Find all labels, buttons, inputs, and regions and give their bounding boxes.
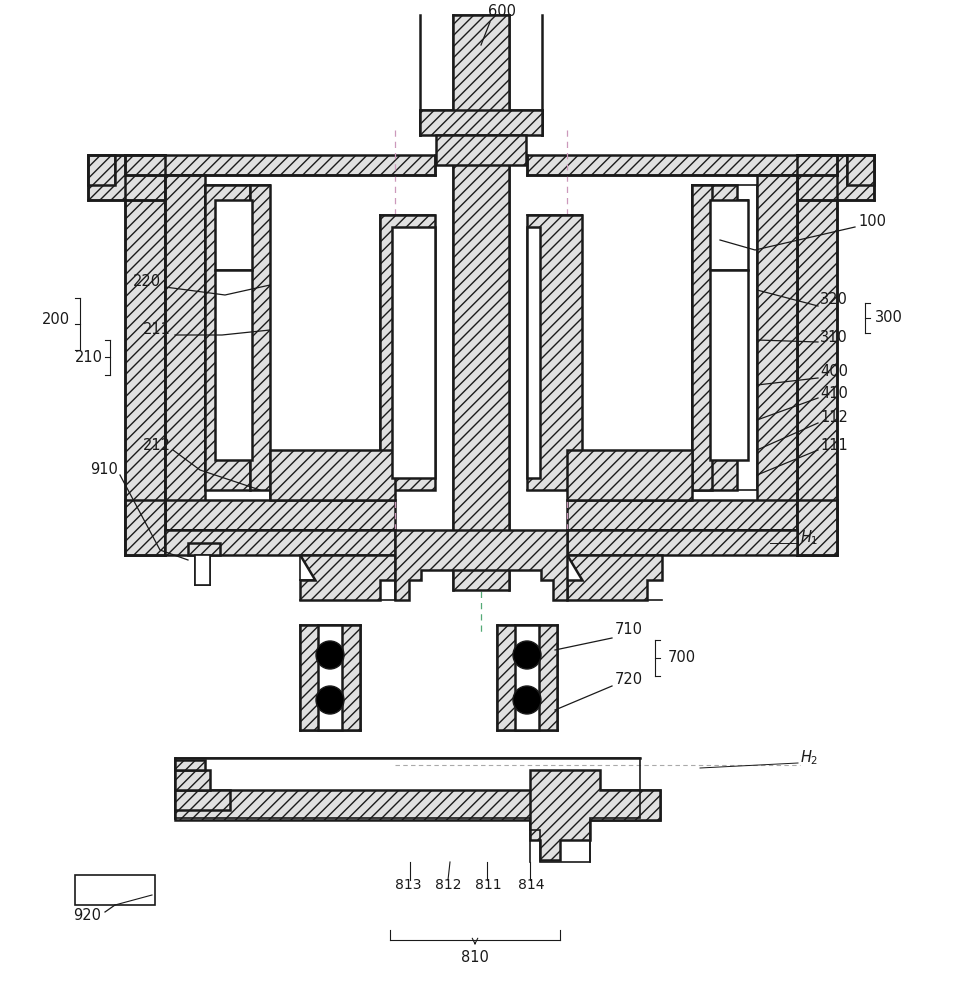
Text: $H_2$: $H_2$	[800, 749, 818, 767]
Polygon shape	[691, 185, 736, 490]
Text: 112: 112	[819, 410, 847, 426]
Circle shape	[512, 641, 540, 669]
Polygon shape	[846, 155, 874, 185]
Text: 410: 410	[819, 385, 847, 400]
Polygon shape	[709, 270, 748, 460]
Text: 600: 600	[487, 4, 515, 19]
Polygon shape	[391, 227, 434, 478]
Text: 700: 700	[667, 650, 696, 666]
Text: 200: 200	[42, 312, 70, 328]
Text: 111: 111	[819, 438, 847, 452]
Polygon shape	[435, 135, 526, 165]
Text: 811: 811	[475, 878, 501, 892]
Polygon shape	[205, 185, 250, 490]
Text: 400: 400	[819, 364, 847, 379]
Polygon shape	[87, 155, 115, 185]
Text: 710: 710	[614, 622, 642, 638]
Polygon shape	[214, 270, 252, 460]
Polygon shape	[453, 15, 508, 590]
Polygon shape	[125, 155, 434, 175]
Text: 220: 220	[133, 274, 160, 290]
Polygon shape	[250, 185, 270, 490]
Polygon shape	[497, 625, 556, 730]
Polygon shape	[527, 155, 836, 175]
Polygon shape	[175, 770, 209, 790]
Polygon shape	[300, 625, 359, 730]
Text: 100: 100	[857, 215, 885, 230]
Text: 812: 812	[434, 878, 461, 892]
Polygon shape	[566, 450, 691, 500]
Polygon shape	[530, 770, 659, 860]
Text: 210: 210	[75, 351, 103, 365]
Polygon shape	[566, 555, 661, 600]
Polygon shape	[175, 790, 230, 810]
Polygon shape	[709, 200, 748, 270]
Polygon shape	[691, 185, 711, 490]
Text: 910: 910	[90, 462, 118, 478]
Polygon shape	[395, 530, 566, 600]
Text: 810: 810	[460, 950, 488, 966]
Polygon shape	[756, 175, 796, 540]
Polygon shape	[420, 110, 541, 135]
Polygon shape	[527, 227, 539, 478]
Polygon shape	[566, 500, 796, 530]
Polygon shape	[165, 175, 205, 540]
Polygon shape	[187, 543, 220, 555]
Polygon shape	[796, 500, 836, 555]
Text: 920: 920	[73, 908, 101, 922]
Polygon shape	[318, 625, 342, 730]
Polygon shape	[527, 215, 581, 490]
Circle shape	[512, 686, 540, 714]
Text: 813: 813	[395, 878, 421, 892]
Polygon shape	[87, 155, 165, 200]
Polygon shape	[566, 530, 796, 555]
Polygon shape	[270, 450, 395, 500]
Polygon shape	[75, 875, 155, 905]
Polygon shape	[195, 555, 209, 585]
Circle shape	[315, 641, 344, 669]
Text: $H_1$: $H_1$	[800, 529, 818, 547]
Polygon shape	[175, 790, 659, 820]
Text: 211: 211	[143, 322, 171, 338]
Polygon shape	[165, 530, 395, 555]
Text: 310: 310	[819, 330, 847, 344]
Circle shape	[315, 686, 344, 714]
Polygon shape	[380, 215, 434, 490]
Polygon shape	[165, 500, 395, 530]
Polygon shape	[125, 500, 165, 555]
Text: 300: 300	[875, 310, 902, 326]
Text: 814: 814	[517, 878, 544, 892]
Text: 320: 320	[819, 292, 847, 308]
Polygon shape	[796, 155, 874, 200]
Polygon shape	[175, 760, 205, 770]
Polygon shape	[796, 155, 836, 555]
Text: 212: 212	[143, 438, 171, 452]
Text: 720: 720	[614, 672, 643, 688]
Polygon shape	[125, 155, 165, 555]
Polygon shape	[214, 200, 252, 270]
Polygon shape	[300, 555, 395, 600]
Polygon shape	[514, 625, 538, 730]
